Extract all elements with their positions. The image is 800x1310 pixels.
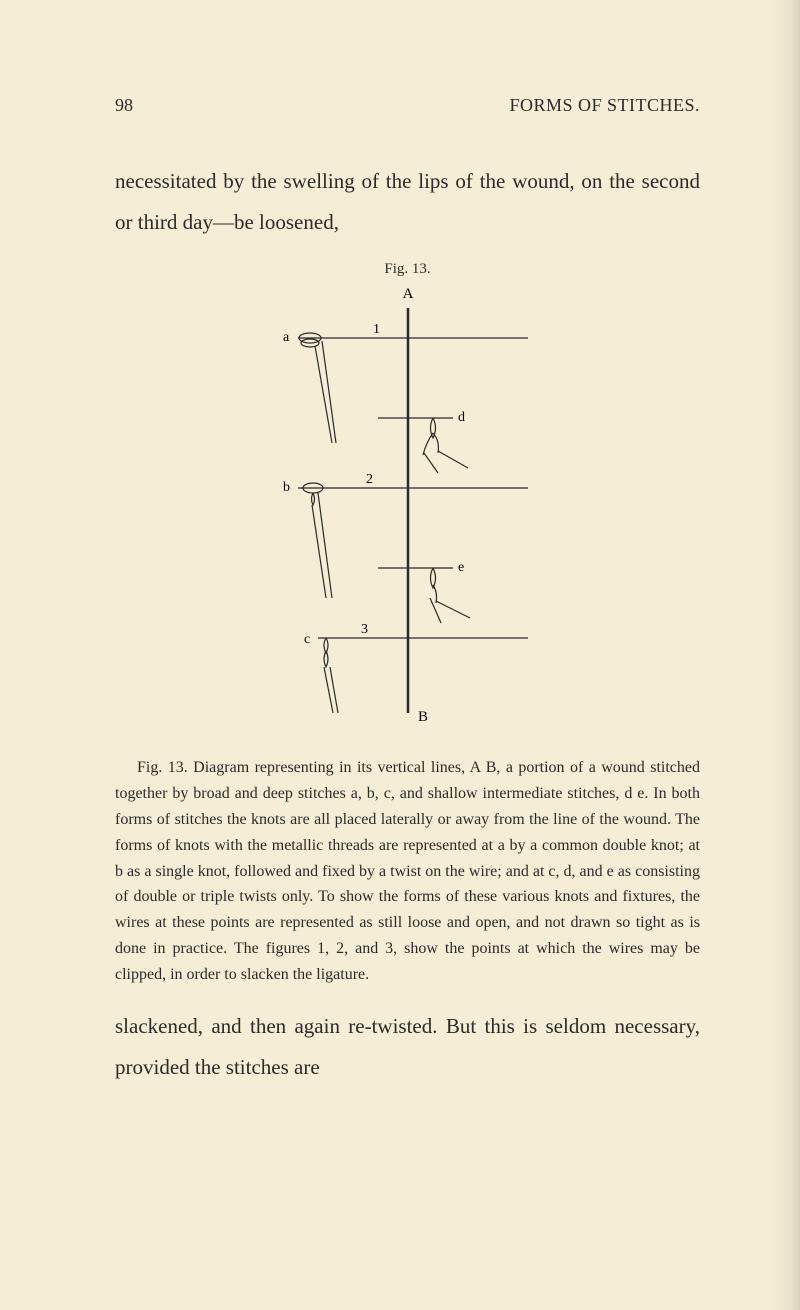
twist-b (311, 493, 314, 505)
diagram-container: A 1 a d 2 b (115, 283, 700, 733)
label-1: 1 (373, 322, 380, 337)
twist-d-tails (423, 433, 438, 455)
stitch-diagram: A 1 a d 2 b (238, 283, 578, 733)
body-paragraph-1: necessitated by the swelling of the lips… (115, 161, 700, 243)
label-e: e (458, 560, 464, 575)
label-b: b (283, 480, 290, 495)
para1-line1: necessitated by the swelling of the lips… (115, 169, 505, 193)
label-d: d (458, 410, 465, 425)
label-3: 3 (361, 622, 368, 637)
twist-e-tail-r (436, 601, 470, 618)
para2-line1: slackened, and then again re-twisted. Bu… (115, 1014, 515, 1038)
running-title: FORMS OF STITCHES. (509, 95, 700, 116)
twist-e-tail-l (430, 598, 441, 623)
figure-label: Fig. 13. (115, 261, 700, 278)
wire-b-down2 (318, 493, 332, 598)
twist-d-tail-r (438, 451, 468, 468)
page-content: 98 FORMS OF STITCHES. necessitated by th… (0, 0, 800, 1148)
label-B: B (418, 709, 428, 725)
label-c: c (304, 632, 310, 647)
body-paragraph-2: slackened, and then again re-twisted. Bu… (115, 1006, 700, 1088)
label-a: a (283, 330, 290, 345)
page-header: 98 FORMS OF STITCHES. (115, 95, 700, 116)
page-number: 98 (115, 95, 133, 116)
wire-b-down (312, 505, 326, 598)
label-A: A (402, 286, 413, 302)
twist-d-tail-l (424, 453, 438, 473)
twist-c1 (324, 638, 328, 653)
figure-caption: Fig. 13. Diagram representing in its ver… (115, 755, 700, 988)
label-2: 2 (366, 472, 373, 487)
